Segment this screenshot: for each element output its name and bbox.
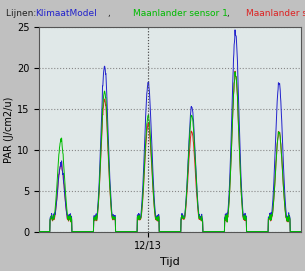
Text: Maanlander sensor 2: Maanlander sensor 2: [246, 9, 305, 18]
Text: Lijnen:: Lijnen:: [6, 9, 42, 18]
Text: Maanlander sensor 1: Maanlander sensor 1: [133, 9, 228, 18]
Y-axis label: PAR (J/cm2/u): PAR (J/cm2/u): [4, 96, 14, 163]
Text: ,: ,: [108, 9, 117, 18]
X-axis label: Tijd: Tijd: [160, 257, 180, 267]
Text: KlimaatModel: KlimaatModel: [35, 9, 97, 18]
Text: ,: ,: [227, 9, 236, 18]
